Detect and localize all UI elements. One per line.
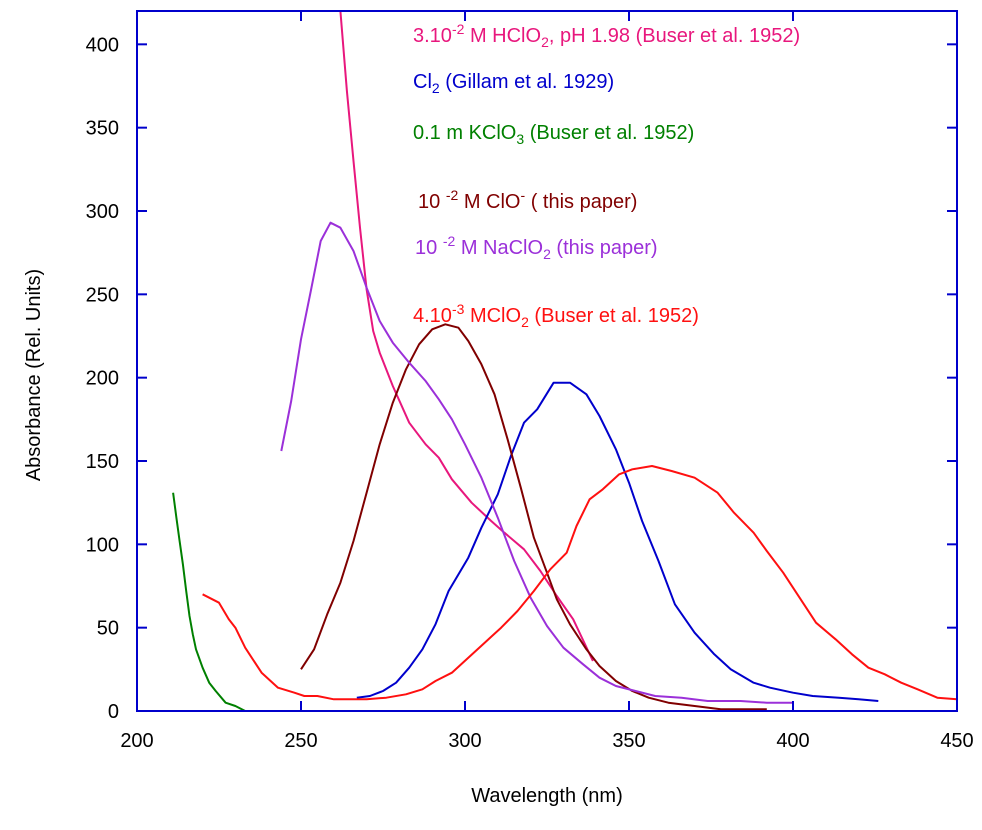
x-tick-label: 400 <box>776 730 809 752</box>
series-line-6 <box>202 465 957 701</box>
series-layer <box>172 11 957 711</box>
y-axis-title: Absorbance (Rel. Units) <box>23 269 45 481</box>
legend-entry-4: 10 -2 M ClO- ( this paper) <box>418 187 637 213</box>
y-tick-label: 150 <box>86 451 119 473</box>
series-line-2 <box>356 381 879 702</box>
legend-entry-6: 4.10-3 MClO2 (Buser et al. 1952) <box>413 301 699 330</box>
y-tick-label: 300 <box>86 201 119 223</box>
series-line-3 <box>172 492 246 711</box>
ticks-layer <box>136 11 958 712</box>
legend-entry-2: Cl2 (Gillam et al. 1929) <box>413 71 614 96</box>
x-axis-title: Wavelength (nm) <box>471 785 623 807</box>
y-tick-label: 0 <box>108 701 119 723</box>
legend-entry-5: 10 -2 M NaClO2 (this paper) <box>415 233 658 262</box>
x-tick-label: 450 <box>940 730 973 752</box>
y-tick-label: 100 <box>86 534 119 556</box>
y-tick-label: 50 <box>97 618 119 640</box>
y-tick-label: 200 <box>86 368 119 390</box>
series-line-4 <box>300 323 767 711</box>
series-line-5 <box>280 221 793 704</box>
y-tick-label: 350 <box>86 118 119 140</box>
y-tick-label: 250 <box>86 284 119 306</box>
tick-labels-layer: 200 250 300 350 400 450 0 50 100 150 200 250 300 350 4… <box>86 34 974 752</box>
legend: 3.10-2 M HClO2, pH 1.98 (Buser et al. 19… <box>413 21 800 330</box>
x-tick-label: 250 <box>284 730 317 752</box>
x-tick-label: 350 <box>612 730 645 752</box>
legend-entry-1: 3.10-2 M HClO2, pH 1.98 (Buser et al. 19… <box>413 21 800 50</box>
plot-frame <box>136 10 958 712</box>
x-tick-label: 300 <box>448 730 481 752</box>
y-tick-label: 400 <box>86 34 119 56</box>
legend-entry-3: 0.1 m KClO3 (Buser et al. 1952) <box>413 122 694 147</box>
x-tick-label: 200 <box>120 730 153 752</box>
series-line-1 <box>339 11 594 662</box>
